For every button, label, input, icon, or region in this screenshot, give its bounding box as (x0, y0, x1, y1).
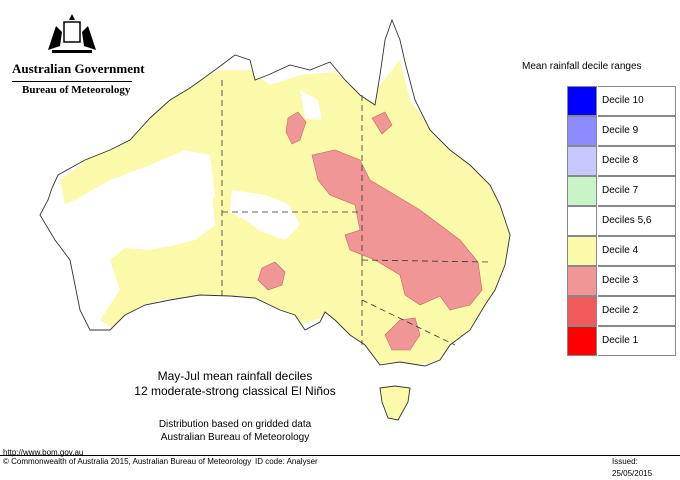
legend-label: Decile 10 (598, 86, 676, 116)
decile-5-6-region-west (40, 150, 215, 300)
map-note-line2: Australian Bureau of Meteorology (160, 432, 310, 443)
decile-3-region-qld-small (371, 111, 393, 135)
map-title-line2: 12 moderate-strong classical El Niños (134, 384, 336, 398)
legend-label: Deciles 5,6 (598, 206, 676, 236)
legend-item: Decile 3 (567, 266, 677, 296)
coat-of-arms-icon (48, 14, 96, 53)
legend-item: Deciles 5,6 (567, 206, 677, 236)
legend-item: Decile 1 (567, 326, 677, 356)
legend-item: Decile 10 (567, 86, 677, 116)
legend-item: Decile 4 (567, 236, 677, 266)
legend-swatch (567, 236, 597, 266)
decile-3-region-qld-nsw (311, 149, 483, 311)
decile-3-region-vic (384, 317, 421, 351)
legend-swatch (567, 146, 597, 176)
issued-date: Issued: 25/05/2015 (612, 457, 653, 478)
legend-label: Decile 7 (598, 176, 676, 206)
legend-title: Mean rainfall decile ranges (522, 61, 642, 72)
tasmania (379, 385, 411, 421)
legend-swatch (567, 206, 597, 236)
decile-3-region-sw (121, 313, 163, 329)
decile-5-6-region-centre (230, 190, 300, 240)
legend-swatch (567, 86, 597, 116)
legend-label: Decile 3 (598, 266, 676, 296)
decile-5-6-region-north (300, 90, 322, 120)
map-note: Distribution based on gridded data Austr… (110, 418, 360, 444)
state-borders (221, 80, 489, 346)
legend-label: Decile 4 (598, 236, 676, 266)
copyright-text: © Commonwealth of Australia 2015, Austra… (3, 457, 252, 466)
legend-item: Decile 2 (567, 296, 677, 326)
bureau-name: Bureau of Meteorology (22, 84, 131, 96)
map-title-line1: May-Jul mean rainfall deciles (157, 369, 313, 383)
legend-label: Decile 2 (598, 296, 676, 326)
map-note-line1: Distribution based on gridded data (158, 419, 312, 430)
logo-divider (12, 81, 132, 82)
footer: © Commonwealth of Australia 2015, Austra… (0, 455, 680, 478)
bom-url-link[interactable]: http://www.bom.gov.au (3, 448, 84, 457)
government-name: Australian Government (12, 61, 145, 76)
legend-swatch (567, 116, 597, 146)
legend-item: Decile 8 (567, 146, 677, 176)
legend-label: Decile 1 (598, 326, 676, 356)
map-title: May-Jul mean rainfall deciles 12 moderat… (110, 369, 360, 399)
legend-swatch (567, 296, 597, 326)
legend-item: Decile 7 (567, 176, 677, 206)
decile-3-region-sa (257, 261, 286, 291)
legend-label: Decile 9 (598, 116, 676, 146)
id-code: ID code: Analyser (255, 457, 318, 466)
legend-item: Decile 9 (567, 116, 677, 146)
legend-label: Decile 8 (598, 146, 676, 176)
legend-swatch (567, 176, 597, 206)
legend-swatch (567, 266, 597, 296)
legend-swatch (567, 326, 597, 356)
decile-3-region-nt (285, 111, 307, 145)
rainfall-decile-map (39, 19, 511, 421)
